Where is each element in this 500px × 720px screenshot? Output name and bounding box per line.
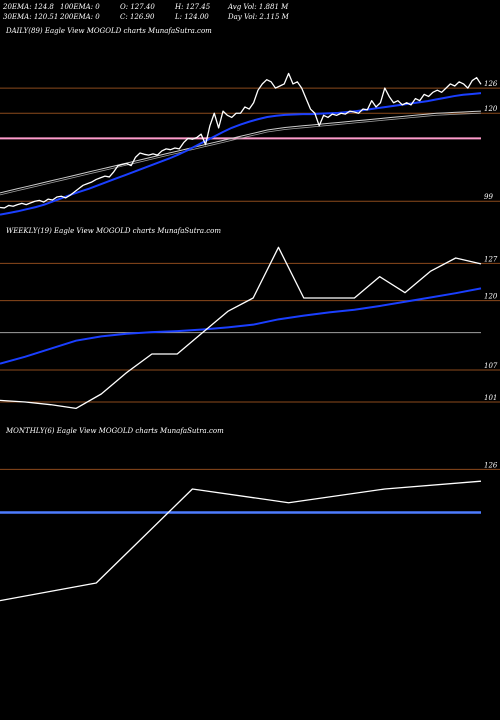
ema30-line bbox=[0, 110, 482, 194]
ema30-line-shadow bbox=[0, 112, 482, 196]
daily-panel-title: DAILY(89) Eagle View MOGOLD charts Munaf… bbox=[6, 27, 212, 35]
level-label: 127 bbox=[484, 255, 498, 263]
header-ema200: 200EMA: 0 bbox=[60, 13, 100, 21]
level-label: 126 bbox=[484, 80, 498, 88]
price-line bbox=[0, 480, 482, 602]
level-label: 101 bbox=[484, 394, 497, 402]
level-label: 120 bbox=[484, 293, 498, 301]
level-label: 99 bbox=[484, 193, 493, 201]
header-high: H: 127.45 bbox=[175, 3, 211, 11]
header-ema30: 30EMA: 120.51 bbox=[3, 13, 59, 21]
header-low: L: 124.00 bbox=[175, 13, 209, 21]
weekly-panel-title: WEEKLY(19) Eagle View MOGOLD charts Muna… bbox=[6, 227, 222, 235]
header-close: C: 126.90 bbox=[120, 13, 155, 21]
monthly-panel-title: MONTHLY(6) Eagle View MOGOLD charts Muna… bbox=[6, 427, 224, 435]
level-label: 107 bbox=[484, 362, 498, 370]
daily-panel: 126 120 99 bbox=[0, 72, 500, 216]
ema-line bbox=[0, 287, 482, 365]
price-line bbox=[0, 246, 482, 410]
header-open: O: 127.40 bbox=[120, 3, 155, 11]
level-label: 126 bbox=[484, 461, 498, 469]
header-ema100: 100EMA: 0 bbox=[60, 3, 100, 11]
weekly-panel: 127 120 107 101 bbox=[0, 246, 500, 410]
header-ema20: 20EMA: 124.8 bbox=[3, 3, 54, 11]
header-avg-vol: Avg Vol: 1.881 M bbox=[228, 3, 289, 11]
level-label: 120 bbox=[484, 105, 498, 113]
ema20-line bbox=[0, 92, 482, 216]
price-line bbox=[0, 72, 482, 209]
monthly-panel: 126 bbox=[0, 461, 500, 602]
header-day-vol: Day Vol: 2.115 M bbox=[228, 13, 289, 21]
